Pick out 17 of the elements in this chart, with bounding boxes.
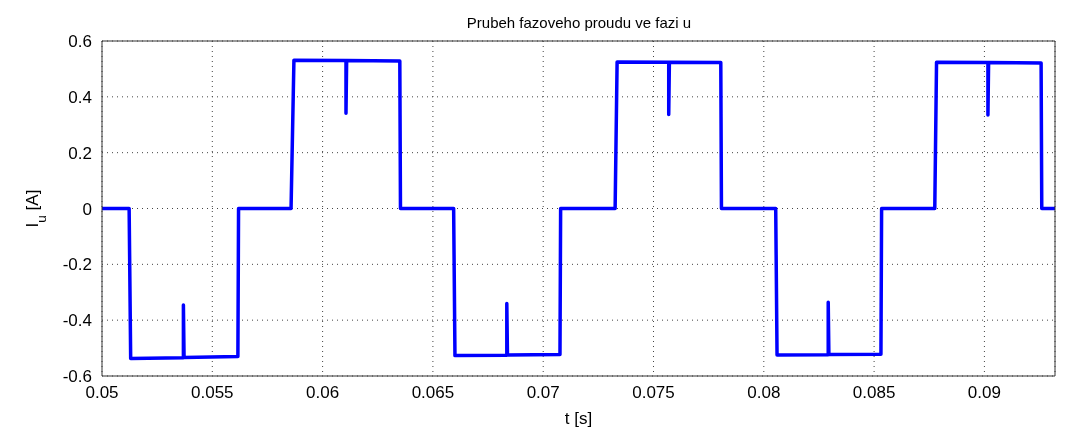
x-axis-title: t [s]	[564, 409, 593, 428]
line-series	[102, 58, 1055, 361]
x-tick-label: 0.075	[632, 383, 675, 403]
y-tick-label: 0	[82, 199, 92, 219]
chart-title: Prubeh fazoveho proudu ve fazi u	[466, 14, 692, 31]
y-tick-label: 0.4	[68, 87, 92, 107]
x-tick-label: 0.08	[747, 383, 781, 403]
x-tick-label: 0.09	[967, 383, 1001, 403]
y-tick-label: 0.6	[68, 32, 92, 52]
y-tick-label: 0.2	[68, 143, 92, 163]
x-tick-label: 0.07	[526, 383, 560, 403]
x-tick-label: 0.06	[306, 383, 340, 403]
y-tick-label: -0.2	[62, 255, 92, 275]
x-tick-label: 0.055	[191, 383, 234, 403]
x-tick-label: 0.065	[411, 383, 455, 403]
y-tick-label: -0.4	[62, 311, 92, 331]
x-tick-label: 0.085	[852, 383, 896, 403]
